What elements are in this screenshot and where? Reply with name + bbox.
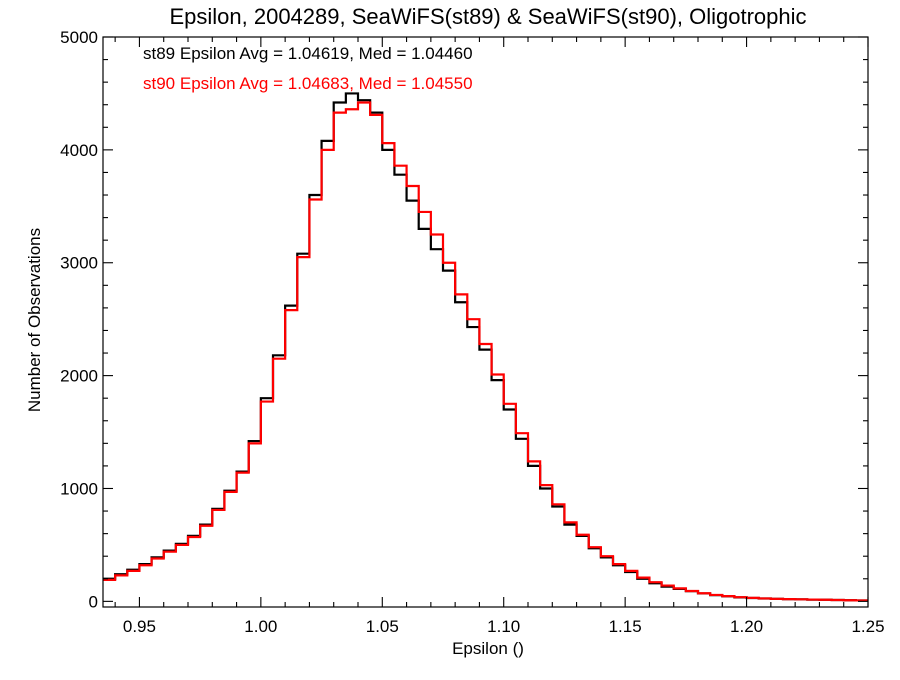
y-tick-label: 1000 (60, 479, 98, 498)
series-line-st90 (103, 101, 868, 602)
x-tick-label: 0.95 (123, 617, 156, 636)
y-tick-label: 2000 (60, 367, 98, 386)
x-tick-label: 1.00 (244, 617, 277, 636)
x-axis-ticks: 0.95 1.00 1.05 1.10 1.15 1.20 1.25 (114, 37, 885, 636)
y-tick-label: 4000 (60, 141, 98, 160)
legend-entry-st89: st89 Epsilon Avg = 1.04619, Med = 1.0446… (143, 44, 473, 63)
x-tick-label: 1.20 (730, 617, 763, 636)
series-layer (103, 92, 868, 602)
y-tick-label: 0 (89, 592, 98, 611)
x-axis-label: Epsilon () (452, 639, 524, 658)
x-tick-label: 1.15 (609, 617, 642, 636)
y-tick-label: 3000 (60, 254, 98, 273)
x-tick-label: 1.10 (487, 617, 520, 636)
y-tick-label: 5000 (60, 28, 98, 47)
chart-title: Epsilon, 2004289, SeaWiFS(st89) & SeaWiF… (169, 4, 806, 29)
plot-frame (102, 36, 869, 608)
y-axis-label: Number of Observations (25, 228, 44, 412)
x-tick-label: 1.25 (851, 617, 884, 636)
x-tick-label: 1.05 (366, 617, 399, 636)
series-line-st89 (103, 92, 868, 602)
y-axis-ticks: 0 1000 2000 3000 4000 5000 (60, 28, 868, 611)
legend-entry-st90: st90 Epsilon Avg = 1.04683, Med = 1.0455… (143, 74, 473, 93)
